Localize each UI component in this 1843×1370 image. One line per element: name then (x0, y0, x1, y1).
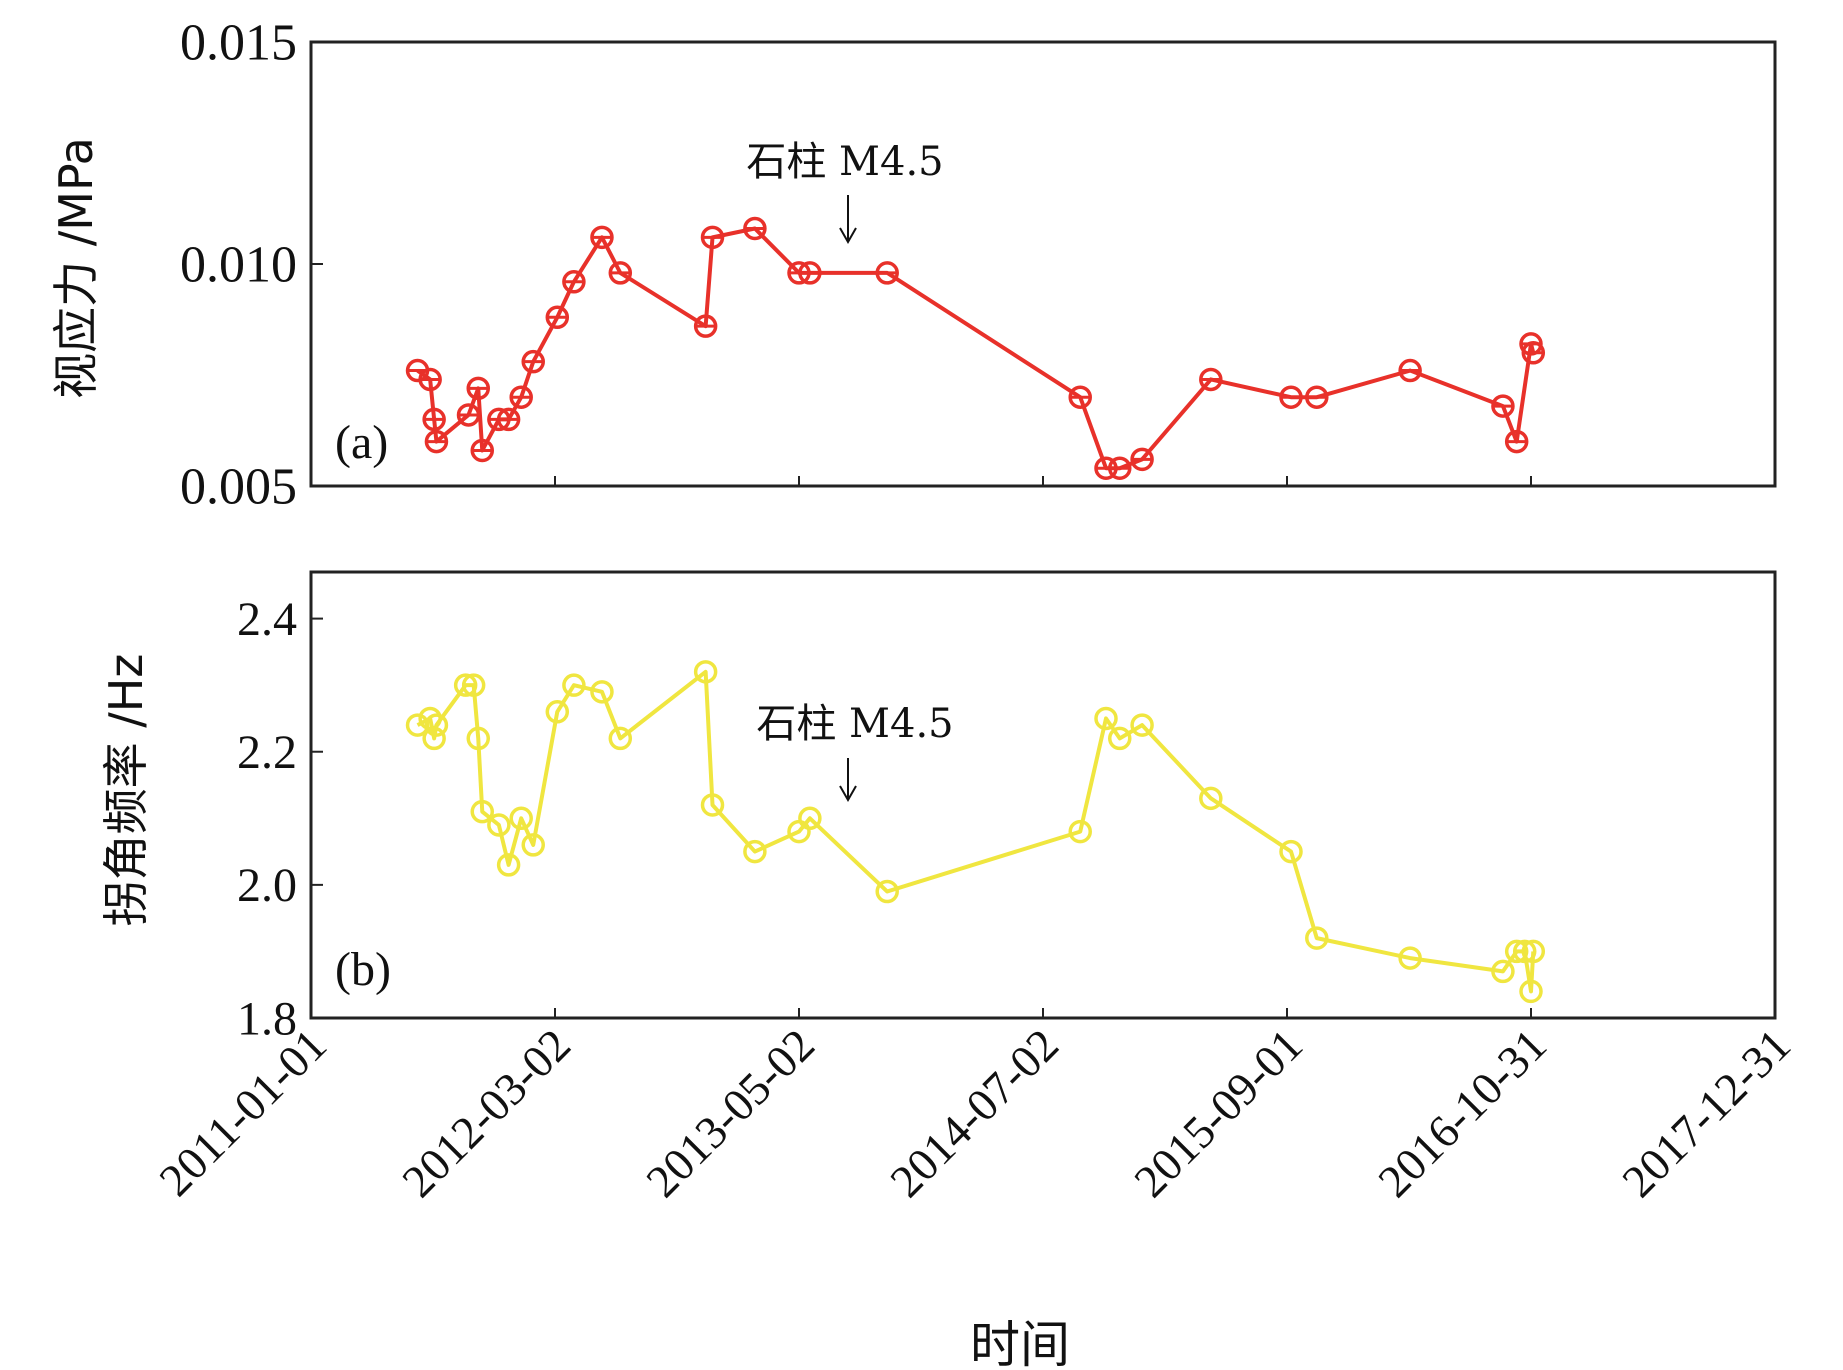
x-tick-label: 2014-07-02 (880, 1019, 1068, 1207)
data-point (422, 726, 446, 751)
panel-a-y-axis-title: 视应力 /MPa (49, 137, 103, 399)
panel-b-label: (b) (335, 943, 391, 996)
panel-b-corner-frequency: 1.8 2.0 2.2 2.4 石柱 M4.5 (b) 拐角频率 /Hz (99, 570, 1777, 1045)
data-point (545, 700, 570, 724)
y-tick-label: 0.010 (180, 237, 297, 294)
data-point (1512, 939, 1537, 964)
panel-a-annotation-text: 石柱 M4.5 (746, 139, 943, 185)
y-tick-label: 1.8 (237, 992, 297, 1045)
panel-b-annotation-text: 石柱 M4.5 (756, 701, 953, 747)
data-point (1504, 939, 1529, 964)
data-point (1108, 726, 1132, 751)
data-point (466, 726, 490, 751)
x-axis-title: 时间 (970, 1316, 1070, 1370)
panel-b-annotation: 石柱 M4.5 (756, 701, 954, 803)
data-point (1130, 713, 1154, 737)
panel-a-frame (309, 40, 1777, 488)
data-point (1398, 946, 1422, 970)
panel-b-frame (309, 570, 1777, 1020)
y-tick-label: 0.005 (180, 459, 297, 516)
data-point (743, 839, 767, 864)
data-point (798, 806, 822, 831)
data-point (521, 833, 545, 857)
panel-a-annotation-arrowhead (839, 227, 857, 245)
data-point (562, 673, 586, 697)
x-tick-label: 2017-12-31 (1612, 1019, 1800, 1207)
data-point (487, 813, 511, 837)
panel-b-annotation-arrowhead (839, 785, 857, 803)
data-point (453, 673, 478, 697)
panel-b-y-axis-title: 拐角频率 /Hz (99, 654, 153, 927)
y-tick-label: 2.2 (237, 726, 297, 779)
x-tick-label: 2012-03-02 (392, 1019, 580, 1207)
panel-a-label: (a) (335, 416, 388, 469)
data-point (1521, 939, 1546, 964)
x-axis-tick-labels: 2011-01-01 2012-03-02 2013-05-02 2014-07-02… (149, 1019, 1800, 1207)
y-tick-label: 2.0 (237, 859, 297, 912)
data-point (1199, 786, 1223, 811)
data-point (875, 879, 899, 904)
data-point (470, 799, 495, 824)
y-tick-label: 0.015 (180, 15, 297, 72)
x-tick-label: 2016-10-31 (1368, 1019, 1556, 1207)
data-point (424, 713, 449, 737)
panel-a-annotation: 石柱 M4.5 (746, 139, 944, 245)
x-tick-label: 2015-09-01 (1124, 1019, 1312, 1207)
data-point (461, 673, 486, 697)
panel-a-apparent-stress: 0.005 0.010 0.015 石柱 M4.5 (a) 视应力 /MPa (49, 15, 1777, 516)
data-point (1068, 819, 1092, 844)
x-tick-label: 2011-01-01 (149, 1019, 336, 1206)
data-point (509, 806, 533, 831)
data-point (700, 793, 725, 817)
data-point (608, 726, 633, 751)
data-point (590, 680, 614, 704)
data-point (1279, 839, 1303, 864)
data-point (1094, 706, 1118, 731)
data-point (1519, 979, 1543, 1004)
series-line (416, 669, 1536, 994)
data-point (1305, 926, 1329, 950)
x-tick-label: 2013-05-02 (636, 1019, 824, 1207)
data-point (1491, 959, 1515, 984)
y-tick-label: 2.4 (237, 593, 297, 646)
series-line (416, 226, 1536, 471)
data-point (496, 853, 521, 877)
data-point (693, 660, 718, 684)
